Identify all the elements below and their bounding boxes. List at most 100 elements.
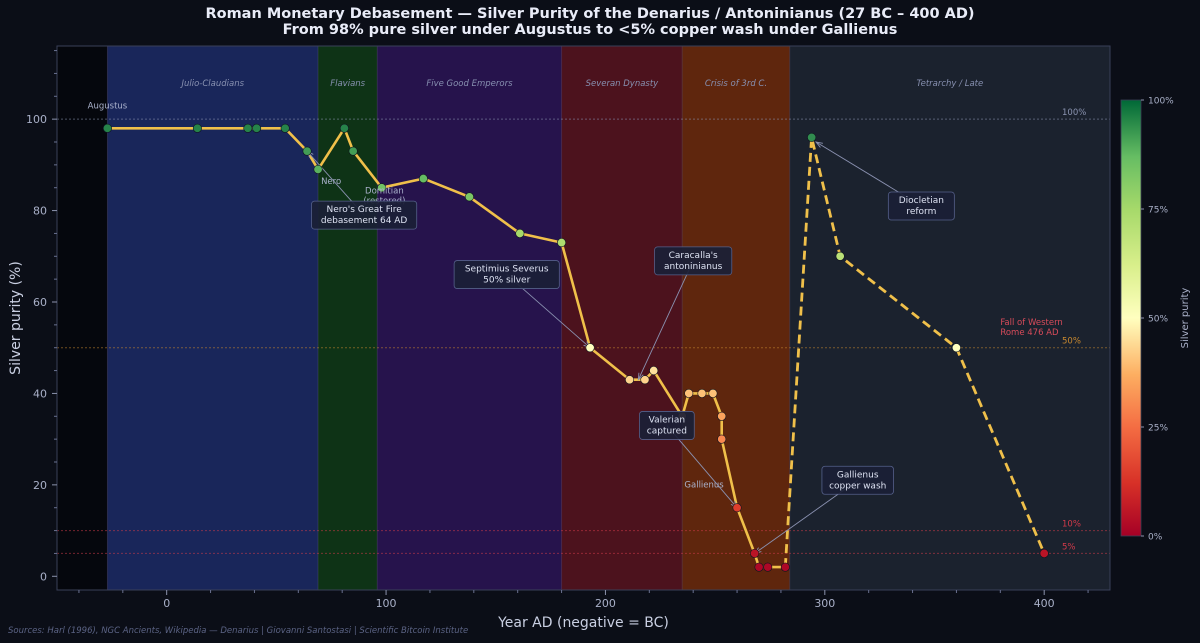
era-band <box>561 46 683 590</box>
data-point <box>515 228 525 238</box>
annotation-arrow <box>637 260 694 380</box>
data-point <box>418 174 428 184</box>
annotation-box <box>821 465 894 495</box>
annotation-arrowhead <box>814 141 823 148</box>
data-point <box>750 548 760 558</box>
event-label-line: Rome 476 AD <box>1000 328 1059 338</box>
point-label: Gallienus <box>684 481 724 491</box>
data-point <box>377 183 387 193</box>
era-label: Five Good Emperors <box>426 79 513 89</box>
reference-label: 100% <box>1062 108 1086 118</box>
data-point <box>348 146 358 156</box>
annotation-text-line: Diocletian <box>899 196 944 206</box>
point-label: Augustus <box>88 101 128 111</box>
annotation-text: Septimius Severus 50% silver <box>465 265 549 286</box>
reference-lines <box>57 118 1110 554</box>
reference-label: 10% <box>1062 520 1081 530</box>
data-point <box>557 238 567 248</box>
colorbar-tick-label: 50% <box>1148 315 1168 325</box>
data-point <box>302 146 312 156</box>
data-point <box>697 388 707 398</box>
era-label: Tetrarchy / Late <box>916 79 983 89</box>
colorbar-tick-label: 100% <box>1148 97 1174 107</box>
data-point <box>684 388 694 398</box>
y-tick-label: 0 <box>40 570 47 583</box>
annotation-text-line: copper wash <box>829 481 886 491</box>
era-band <box>107 46 319 590</box>
colorbar-tick-label: 0% <box>1148 533 1163 543</box>
annotation-text: Caracalla's antoninianus <box>664 251 723 272</box>
data-point <box>625 375 635 385</box>
x-axis-label: Year AD (negative = BC) <box>497 615 669 631</box>
point-label-line: Augustus <box>88 101 128 111</box>
colorbar-bar <box>1120 99 1142 537</box>
data-point <box>243 123 253 133</box>
annotation-text: Nero's Great Fire debasement 64 AD <box>321 205 408 226</box>
data-point <box>763 562 773 572</box>
annotation-text-line: 50% silver <box>483 276 530 286</box>
data-point <box>780 562 790 572</box>
x-tick-label: 0 <box>163 597 170 610</box>
data-point <box>835 251 845 261</box>
annotation-text: Gallienus copper wash <box>829 470 886 491</box>
colorbar-tick-label: 75% <box>1148 206 1168 216</box>
annotation-text-line: Gallienus <box>837 470 879 480</box>
data-point <box>280 123 290 133</box>
point-label: Nero <box>321 177 341 187</box>
event-label-line: Fall of Western <box>1000 318 1063 328</box>
point-label-line: Nero <box>321 177 341 187</box>
annotation-text-line: Nero's Great Fire <box>326 205 402 215</box>
y-axis-label: Silver purity (%) <box>8 261 24 375</box>
colorbar: 0% 25% 50% 75% 100% Silver purity <box>1120 97 1191 543</box>
chart-title: Roman Monetary Debasement — Silver Purit… <box>205 6 975 22</box>
era-band <box>789 46 1110 590</box>
x-tick-label: 300 <box>814 597 835 610</box>
data-point <box>708 388 718 398</box>
data-point <box>464 192 474 202</box>
x-tick-label: 100 <box>376 597 397 610</box>
y-tick-label: 40 <box>33 387 47 400</box>
annotation-text: Valerian captured <box>647 415 687 436</box>
annotation-text: Diocletian reform <box>899 196 944 217</box>
x-tick-label: 400 <box>1034 597 1055 610</box>
era-label: Flavians <box>330 79 365 89</box>
annotation-text-line: Valerian <box>649 415 685 425</box>
annotation-arrowhead <box>637 372 644 381</box>
chart-subtitle: From 98% pure silver under Augustus to <… <box>282 22 898 38</box>
y-tick-label: 60 <box>33 296 47 309</box>
y-tick-label: 100 <box>26 113 47 126</box>
point-label-line: Gallienus <box>684 481 724 491</box>
annotation-box <box>311 200 418 230</box>
annotation-text-line: antoninianus <box>664 262 723 272</box>
data-point <box>649 366 659 376</box>
data-point <box>192 123 202 133</box>
data-point <box>313 164 323 174</box>
point-label-line: Domitian <box>365 186 404 196</box>
annotation-box <box>887 191 955 221</box>
plot-frame <box>56 45 1111 591</box>
labels: Julio-Claudians Flavians Five Good Emperor… <box>88 79 1087 552</box>
data-point <box>640 375 650 385</box>
data-point <box>754 562 764 572</box>
reference-label: 50% <box>1062 337 1081 347</box>
data-point <box>585 343 595 353</box>
event-label: Fall of Western Rome 476 AD <box>1000 318 1063 338</box>
axes: 0 100 200 300 400 0 20 40 60 80 100 Year AD (negati… <box>8 45 1111 631</box>
x-tick-label: 200 <box>595 597 616 610</box>
annotation-text-line: captured <box>647 426 687 436</box>
y-tick-label: 80 <box>33 205 47 218</box>
data-point <box>951 343 961 353</box>
era-bands <box>57 46 1110 590</box>
annotation-text-line: reform <box>906 207 936 217</box>
data-point <box>732 503 742 513</box>
annotation-text-line: Caracalla's <box>669 251 718 261</box>
annotation-text-line: debasement 64 AD <box>321 216 408 226</box>
reference-label: 5% <box>1062 542 1076 552</box>
colorbar-label: Silver purity <box>1180 288 1191 349</box>
data-point <box>717 411 727 421</box>
colorbar-tick-label: 25% <box>1148 424 1168 434</box>
era-label: Severan Dynasty <box>586 79 660 89</box>
data-point <box>807 132 817 142</box>
annotation-box <box>453 260 560 289</box>
